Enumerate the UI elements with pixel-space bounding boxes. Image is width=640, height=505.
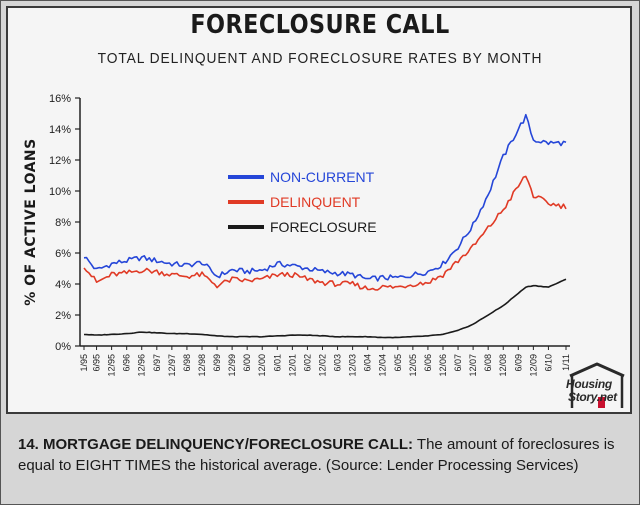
x-tick-label: 6/01 (272, 354, 282, 372)
x-tick-label: 12/08 (498, 354, 508, 377)
x-tick-label: 12/99 (227, 354, 237, 377)
x-tick-label: 6/05 (393, 354, 403, 372)
x-tick-label: 6/08 (483, 354, 493, 372)
x-tick-label: 12/02 (317, 354, 327, 377)
y-tick-label: 14% (49, 124, 71, 136)
y-tick-label: 0% (55, 341, 71, 353)
x-tick-label: 12/98 (197, 354, 207, 377)
x-tick-label: 12/95 (107, 354, 117, 377)
x-tick-label: 12/97 (167, 354, 177, 377)
x-tick-label: 12/01 (287, 354, 297, 377)
y-tick-label: 6% (55, 248, 71, 260)
x-tick-label: 12/06 (438, 354, 448, 377)
x-tick-label: 6/04 (363, 354, 373, 372)
house-icon (569, 362, 625, 408)
x-tick-label: 1/11 (561, 354, 571, 371)
x-tick-label: 6/97 (152, 354, 162, 372)
series-line-foreclosure (83, 278, 567, 339)
x-tick-label: 6/99 (212, 354, 222, 372)
series-line-delinquent (83, 175, 567, 291)
caption-text: The amount of foreclosures is equal to E… (18, 436, 615, 474)
logo-text-line2: Story.net (568, 390, 617, 404)
y-tick-label: 10% (49, 186, 71, 198)
x-tick-label: 6/07 (453, 354, 463, 372)
x-tick-label: 6/03 (333, 354, 343, 372)
y-tick-label: 8% (55, 217, 71, 229)
x-tick-label: 6/10 (543, 354, 553, 372)
x-tick-label: 6/98 (182, 354, 192, 372)
x-tick-label: 6/02 (302, 354, 312, 372)
legend-label: FORECLOSURE (270, 219, 377, 235)
x-tick-label: 12/03 (348, 354, 358, 377)
legend-label: NON-CURRENT (270, 169, 375, 185)
x-tick-label: 6/95 (92, 354, 102, 372)
x-tick-label: 6/09 (513, 354, 523, 372)
line-chart: 0% 2% 4% 6% 8% 10% 12% 14% 16% % OF ACTIVE LOANS 1… (23, 93, 571, 377)
logo-text-line1: Housing (566, 377, 612, 391)
x-tick-label: 12/07 (468, 354, 478, 377)
y-axis-title: % OF ACTIVE LOANS (23, 138, 39, 305)
x-tick-label: 12/05 (408, 354, 418, 377)
x-tick-label: 1/95 (79, 354, 89, 372)
series-line-non-current (83, 113, 567, 282)
y-tick-label: 4% (55, 279, 71, 291)
x-tick-label: 12/00 (257, 354, 267, 377)
y-tick-label: 2% (55, 310, 71, 322)
chart-title: FORECLOSURE CALL (190, 10, 450, 40)
x-tick-label: 6/96 (122, 354, 132, 372)
x-tick-label: 6/00 (242, 354, 252, 372)
x-tick-label: 12/04 (378, 354, 388, 377)
legend-label: DELINQUENT (270, 194, 361, 210)
caption-label: 14. MORTGAGE DELINQUENCY/FORECLOSURE CAL… (18, 436, 414, 453)
x-tick-label: 12/96 (137, 354, 147, 377)
chart-subtitle: TOTAL DELINQUENT AND FORECLOSURE RATES B… (97, 50, 543, 67)
x-tick-label: 12/09 (528, 354, 538, 377)
x-tick-label: 6/06 (423, 354, 433, 372)
housingstory-logo: Housing Story.net (562, 362, 632, 410)
y-tick-label: 12% (49, 155, 71, 167)
y-tick-label: 16% (49, 93, 71, 105)
caption: 14. MORTGAGE DELINQUENCY/FORECLOSURE CAL… (18, 434, 622, 476)
